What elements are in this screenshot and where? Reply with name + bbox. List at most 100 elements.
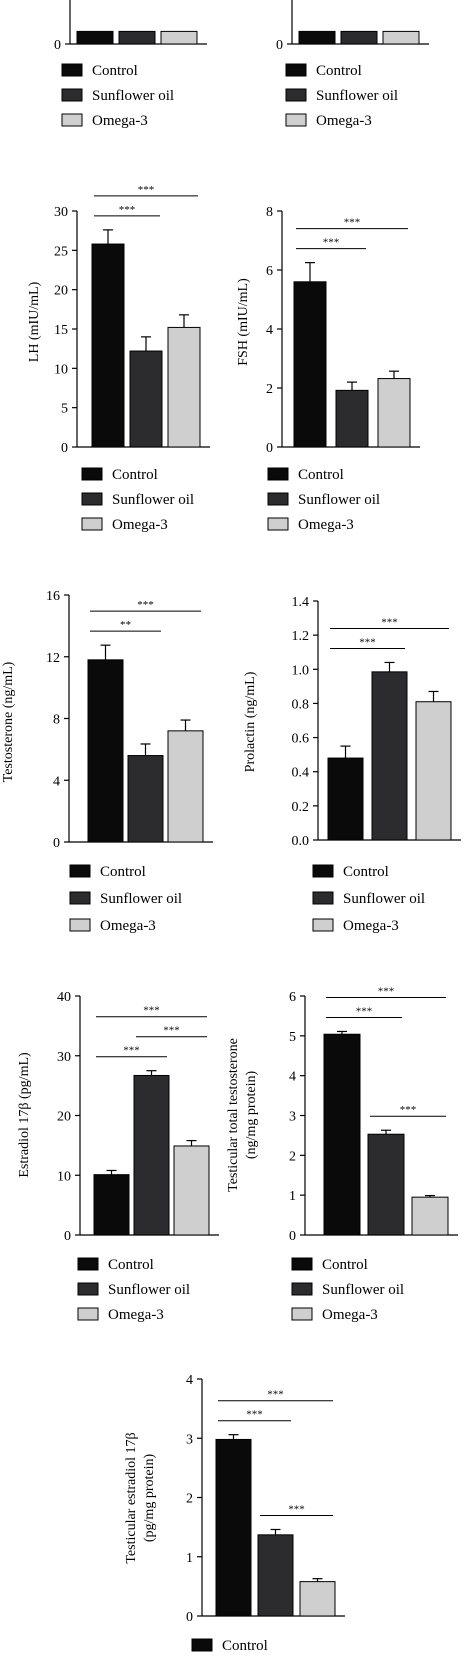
legend-swatch-omega-3 [312, 918, 334, 932]
significance-label: ** [120, 619, 131, 631]
bar-sunflower-oil [133, 1074, 170, 1236]
bar-omega-3 [173, 1145, 210, 1236]
y-tick-label: 2 [289, 1149, 296, 1164]
bar-omega-3 [415, 701, 452, 841]
bar-sunflower-oil [127, 755, 164, 843]
y-tick-label: 15 [54, 323, 68, 338]
legend-swatch-omega-3 [285, 113, 307, 127]
legend-label-sunflower-oil: Sunflower oil [92, 88, 174, 104]
legend-label-omega-3: Omega-3 [343, 918, 399, 934]
bar-sunflower-oil [118, 30, 156, 45]
significance-label: *** [143, 1005, 160, 1017]
chart-panel-8: 0 1 2 3 4 5 6 Testicular total testosterone (ng/… [226, 985, 458, 1323]
legend-swatch-omega-3 [61, 113, 83, 127]
significance-label: *** [267, 1389, 284, 1401]
y-axis-label: Prolactin (ng/mL) [243, 671, 258, 772]
y-tick-label: 6 [266, 264, 273, 279]
legend-swatch-sunflower-oil [291, 1282, 313, 1296]
y-tick-label: 0.8 [292, 697, 310, 712]
y-axis-label: Estradiol 17β (pg/mL) [17, 1052, 32, 1178]
y-tick-label: 0.0 [292, 834, 310, 849]
legend-swatch-control [191, 1638, 213, 1652]
legend-swatch-sunflower-oil [77, 1282, 99, 1296]
bar-control [93, 1174, 130, 1236]
y-tick-label: 2 [266, 382, 273, 397]
bar-control [293, 281, 327, 448]
chart-panel-9: 0 1 2 3 4 Testicular estradiol 17β (pg/mg prot… [124, 1373, 345, 1654]
significance-label: *** [119, 204, 136, 216]
legend-label-control: Control [92, 63, 138, 79]
y-tick-label: 0 [266, 441, 273, 456]
y-tick-label: 0 [64, 1229, 71, 1244]
y-axis-label: Testicular total testosterone (ng/mg prot… [226, 1038, 259, 1192]
y-tick-label: 1.0 [292, 663, 310, 678]
y-tick-label: 12 [46, 651, 60, 666]
chart-panel-2: 0 Control Sunflower oil Omega-3 [276, 0, 429, 129]
legend-label-control: Control [112, 467, 158, 483]
y-tick-label: 20 [57, 1110, 71, 1125]
y-tick-label: 4 [266, 323, 273, 338]
bar-sunflower-oil [371, 671, 408, 841]
legend-swatch-sunflower-oil [69, 891, 91, 905]
legend-label-control: Control [322, 1257, 368, 1273]
y-tick-label: 10 [54, 362, 68, 377]
y-tick-label: 0 [186, 1610, 193, 1625]
legend-label-control: Control [108, 1257, 154, 1273]
legend-label-sunflower-oil: Sunflower oil [100, 891, 182, 907]
y-tick-label: 1 [186, 1551, 193, 1566]
legend-swatch-control [291, 1257, 313, 1271]
bar-sunflower-oil [335, 389, 369, 448]
y-tick-label: 0.6 [292, 732, 310, 747]
legend-label-omega-3: Omega-3 [298, 517, 354, 533]
significance-label: *** [344, 217, 361, 229]
bar-sunflower-oil [367, 1133, 405, 1236]
legend-label-omega-3: Omega-3 [322, 1307, 378, 1323]
legend-label-sunflower-oil: Sunflower oil [298, 492, 380, 508]
significance-label: *** [356, 1005, 373, 1017]
bar-sunflower-oil [129, 350, 163, 448]
bar-omega-3 [411, 1196, 449, 1236]
y-tick-label: 1.2 [292, 629, 310, 644]
legend-swatch-control [81, 467, 103, 481]
significance-label: *** [288, 1503, 305, 1515]
chart-panel-1: 0 Control Sunflower oil Omega-3 [54, 0, 207, 129]
y-tick-label: 0.4 [292, 766, 310, 781]
bar-control [76, 30, 114, 45]
y-tick-label: 6 [289, 990, 296, 1005]
y-tick-label: 3 [289, 1110, 296, 1125]
legend-label-omega-3: Omega-3 [100, 918, 156, 934]
y-tick-label: 0.2 [292, 800, 310, 815]
legend-label-control: Control [343, 864, 389, 880]
legend-swatch-sunflower-oil [81, 492, 103, 506]
legend-swatch-omega-3 [291, 1307, 313, 1321]
y-tick-label: 16 [46, 589, 60, 604]
y-tick-label: 0 [289, 1229, 296, 1244]
bar-control [87, 659, 124, 843]
legend-swatch-sunflower-oil [285, 88, 307, 102]
y-tick-label: 10 [57, 1169, 71, 1184]
y-tick-label: 0 [61, 441, 68, 456]
legend-swatch-sunflower-oil [312, 891, 334, 905]
y-tick-label: 30 [57, 1050, 71, 1065]
legend-swatch-control [312, 864, 334, 878]
chart-panel-4: 0 2 4 6 8 FSH (mIU/mL) *** *** Control Sunflower … [236, 205, 420, 533]
legend-swatch-control [69, 864, 91, 878]
legend-swatch-control [285, 63, 307, 77]
bar-control [91, 243, 125, 448]
y-tick-label: 3 [186, 1432, 193, 1447]
bar-omega-3 [167, 730, 204, 843]
legend-swatch-sunflower-oil [267, 492, 289, 506]
legend-label-control: Control [100, 864, 146, 880]
bar-sunflower-oil [340, 30, 378, 45]
bar-omega-3 [377, 378, 411, 448]
chart-panel-6: 0.0 0.2 0.4 0.6 0.8 1.0 1.2 1.4 Prolactin (ng/mL… [243, 595, 461, 934]
bar-omega-3 [167, 326, 201, 448]
y-tick-label: 0 [276, 38, 283, 53]
legend-label-omega-3: Omega-3 [316, 113, 372, 129]
significance-label: *** [163, 1025, 180, 1037]
y-tick-label: 1.4 [292, 595, 310, 610]
bar-control [215, 1438, 252, 1617]
legend-label-omega-3: Omega-3 [108, 1307, 164, 1323]
legend-label-sunflower-oil: Sunflower oil [108, 1282, 190, 1298]
